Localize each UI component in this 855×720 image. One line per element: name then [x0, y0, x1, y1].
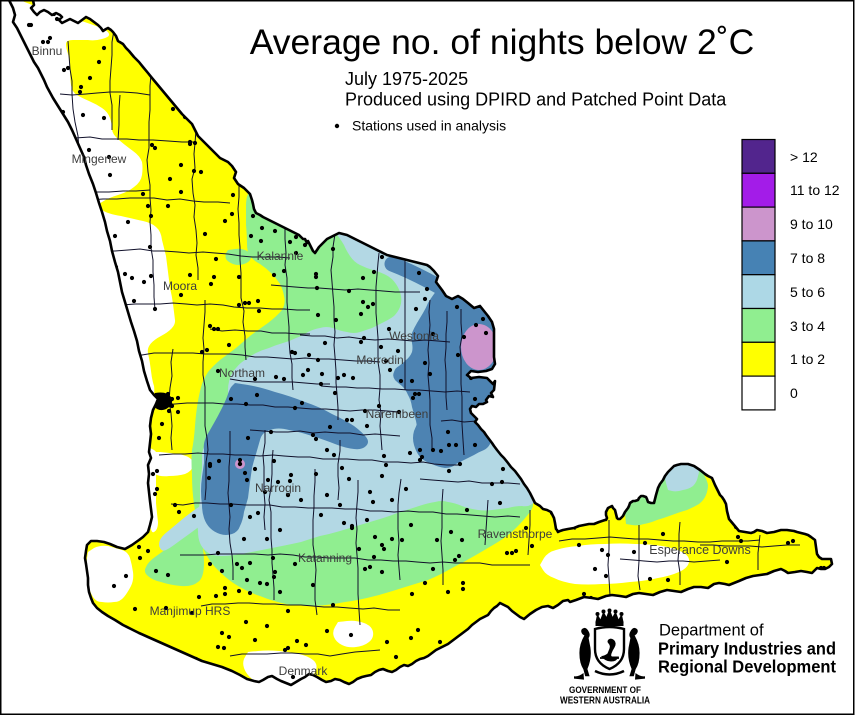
svg-text:Mingenew: Mingenew	[72, 152, 127, 166]
svg-text:7 to 8: 7 to 8	[790, 250, 825, 266]
svg-text:> 12: > 12	[790, 149, 818, 165]
svg-text:Average no. of nights below 2˚: Average no. of nights below 2˚C	[250, 22, 755, 62]
svg-text:Merredin: Merredin	[356, 353, 403, 367]
svg-text:Department of: Department of	[659, 622, 764, 640]
svg-text:Narembeen: Narembeen	[366, 407, 429, 421]
svg-text:Katanning: Katanning	[298, 551, 352, 565]
svg-text:Narrogin: Narrogin	[255, 481, 301, 495]
svg-text:Denmark: Denmark	[279, 664, 329, 678]
svg-text:Esperance Downs: Esperance Downs	[649, 543, 750, 557]
svg-text:3 to 4: 3 to 4	[790, 318, 825, 334]
svg-text:Primary Industries and: Primary Industries and	[658, 639, 836, 659]
svg-text:0: 0	[790, 385, 798, 401]
svg-text:11 to 12: 11 to 12	[790, 182, 840, 198]
svg-text:5 to 6: 5 to 6	[790, 284, 825, 300]
svg-text:Manjimup HRS: Manjimup HRS	[150, 604, 231, 618]
svg-text:Regional Development: Regional Development	[658, 657, 836, 677]
svg-text:Binnu: Binnu	[32, 44, 63, 58]
svg-text:July 1975-2025: July 1975-2025	[345, 69, 468, 89]
svg-text:Produced using DPIRD and Patch: Produced using DPIRD and Patched Point D…	[345, 90, 727, 110]
svg-text:Ravensthorpe: Ravensthorpe	[478, 527, 553, 541]
svg-text:GOVERNMENT OF: GOVERNMENT OF	[569, 685, 641, 695]
svg-text:9 to 10: 9 to 10	[790, 216, 833, 232]
svg-text:1 to 2: 1 to 2	[790, 351, 825, 367]
svg-text:Kalannie: Kalannie	[257, 249, 304, 263]
svg-text:Westonia: Westonia	[389, 329, 439, 343]
svg-text:Stations used in analysis: Stations used in analysis	[352, 118, 506, 134]
svg-text:Northam: Northam	[219, 366, 265, 380]
svg-text:Moora: Moora	[163, 279, 197, 293]
svg-text:WESTERN AUSTRALIA: WESTERN AUSTRALIA	[560, 696, 650, 707]
